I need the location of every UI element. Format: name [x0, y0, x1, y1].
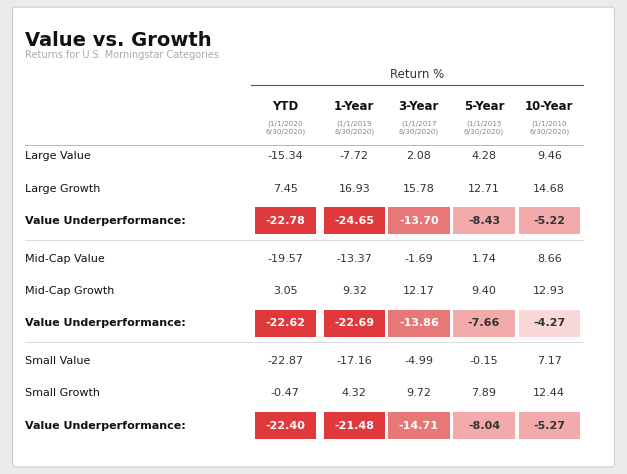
Text: 9.46: 9.46 [537, 151, 562, 162]
Text: (1/1/2010
6/30/2020): (1/1/2010 6/30/2020) [529, 121, 569, 136]
Text: Value Underperformance:: Value Underperformance: [25, 420, 186, 431]
Text: YTD: YTD [272, 100, 298, 112]
Text: Mid-Cap Growth: Mid-Cap Growth [25, 286, 115, 296]
Text: -5.22: -5.22 [533, 216, 566, 226]
Text: -4.27: -4.27 [533, 318, 566, 328]
Text: -19.57: -19.57 [267, 254, 303, 264]
Text: Mid-Cap Value: Mid-Cap Value [25, 254, 105, 264]
Text: Large Value: Large Value [25, 151, 91, 162]
Text: 3-Year: 3-Year [399, 100, 439, 112]
Text: -22.62: -22.62 [265, 318, 305, 328]
Text: -0.15: -0.15 [470, 356, 498, 366]
Text: -24.65: -24.65 [334, 216, 374, 226]
Text: -22.87: -22.87 [267, 356, 303, 366]
Text: -4.99: -4.99 [404, 356, 433, 366]
Text: Large Growth: Large Growth [25, 183, 100, 194]
Text: 5-Year: 5-Year [464, 100, 504, 112]
Text: (1/1/2015
6/30/2020): (1/1/2015 6/30/2020) [464, 121, 504, 136]
Text: Small Growth: Small Growth [25, 388, 100, 399]
Text: -17.16: -17.16 [336, 356, 372, 366]
Text: 7.17: 7.17 [537, 356, 562, 366]
FancyBboxPatch shape [388, 310, 450, 337]
Text: (1/1/2020
6/30/2020): (1/1/2020 6/30/2020) [265, 121, 305, 136]
Text: 7.45: 7.45 [273, 183, 298, 194]
Text: Returns for U.S. Morningstar Categories: Returns for U.S. Morningstar Categories [25, 50, 219, 60]
Text: 9.40: 9.40 [472, 286, 497, 296]
Text: 12.93: 12.93 [534, 286, 565, 296]
Text: Value Underperformance:: Value Underperformance: [25, 216, 186, 226]
FancyBboxPatch shape [255, 310, 316, 337]
Text: -13.37: -13.37 [336, 254, 372, 264]
Text: -7.72: -7.72 [340, 151, 369, 162]
Text: Small Value: Small Value [25, 356, 90, 366]
FancyBboxPatch shape [324, 412, 385, 439]
Text: 12.17: 12.17 [403, 286, 435, 296]
FancyBboxPatch shape [453, 412, 515, 439]
Text: 9.32: 9.32 [342, 286, 367, 296]
Text: -22.40: -22.40 [265, 420, 305, 431]
Text: -1.69: -1.69 [404, 254, 433, 264]
Text: 1.74: 1.74 [472, 254, 497, 264]
Text: 4.28: 4.28 [472, 151, 497, 162]
FancyBboxPatch shape [453, 207, 515, 234]
FancyBboxPatch shape [388, 412, 450, 439]
Text: 4.32: 4.32 [342, 388, 367, 399]
Text: Return %: Return % [390, 68, 445, 81]
FancyBboxPatch shape [324, 207, 385, 234]
Text: 14.68: 14.68 [534, 183, 565, 194]
Text: 7.89: 7.89 [472, 388, 497, 399]
Text: 12.44: 12.44 [533, 388, 566, 399]
Text: -8.04: -8.04 [468, 420, 500, 431]
Text: -13.86: -13.86 [399, 318, 439, 328]
Text: -5.27: -5.27 [533, 420, 566, 431]
Text: 3.05: 3.05 [273, 286, 298, 296]
Text: -8.43: -8.43 [468, 216, 500, 226]
Text: -13.70: -13.70 [399, 216, 439, 226]
FancyBboxPatch shape [519, 310, 580, 337]
Text: -14.71: -14.71 [399, 420, 439, 431]
Text: -22.78: -22.78 [265, 216, 305, 226]
Text: 10-Year: 10-Year [525, 100, 574, 112]
FancyBboxPatch shape [453, 310, 515, 337]
Text: 2.08: 2.08 [406, 151, 431, 162]
FancyBboxPatch shape [388, 207, 450, 234]
FancyBboxPatch shape [255, 412, 316, 439]
FancyBboxPatch shape [324, 310, 385, 337]
FancyBboxPatch shape [519, 207, 580, 234]
Text: (1/1/2019
6/30/2020): (1/1/2019 6/30/2020) [334, 121, 374, 136]
FancyBboxPatch shape [519, 412, 580, 439]
Text: Value Underperformance:: Value Underperformance: [25, 318, 186, 328]
Text: -15.34: -15.34 [267, 151, 303, 162]
Text: Value vs. Growth: Value vs. Growth [25, 31, 212, 50]
Text: 16.93: 16.93 [339, 183, 370, 194]
Text: -0.47: -0.47 [271, 388, 300, 399]
Text: 12.71: 12.71 [468, 183, 500, 194]
Text: 9.72: 9.72 [406, 388, 431, 399]
Text: -7.66: -7.66 [468, 318, 500, 328]
Text: -21.48: -21.48 [334, 420, 374, 431]
Text: 15.78: 15.78 [403, 183, 435, 194]
Text: 1-Year: 1-Year [334, 100, 374, 112]
Text: (1/1/2017
6/30/2020): (1/1/2017 6/30/2020) [399, 121, 439, 136]
FancyBboxPatch shape [255, 207, 316, 234]
Text: -22.69: -22.69 [334, 318, 374, 328]
Text: 8.66: 8.66 [537, 254, 562, 264]
